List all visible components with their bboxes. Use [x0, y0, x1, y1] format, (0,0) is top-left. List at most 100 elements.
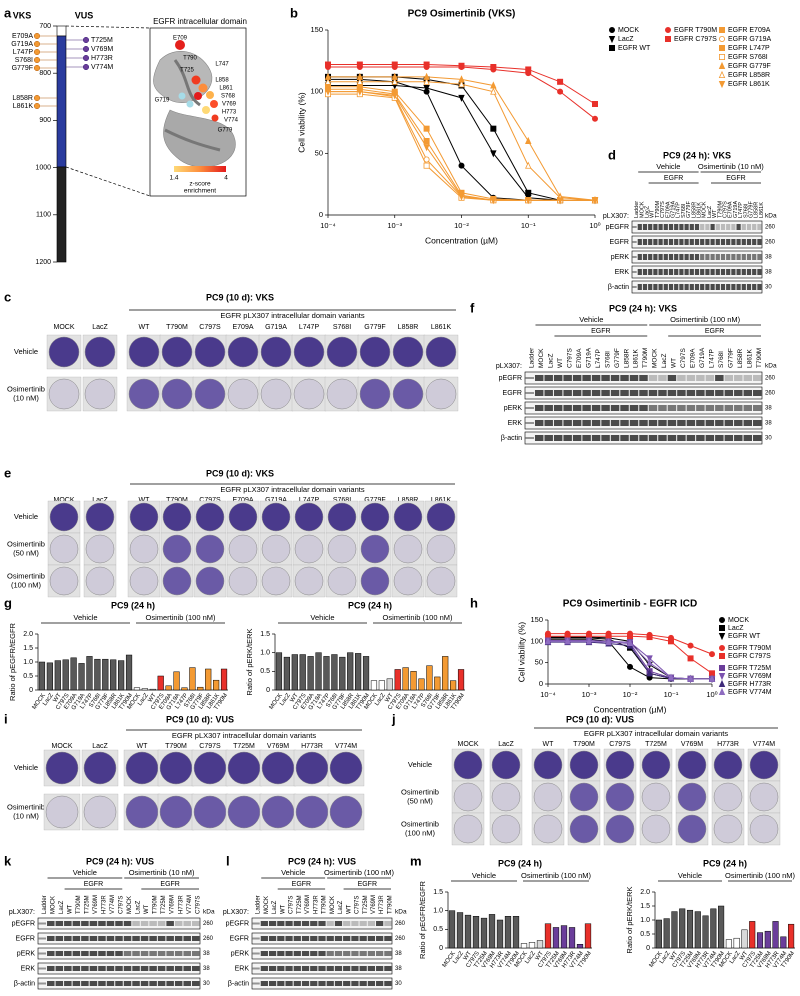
row-label: Vehicle: [14, 347, 38, 356]
y-tick-label: 0: [646, 945, 650, 952]
bar: [70, 657, 77, 691]
band: [741, 284, 746, 290]
band: [582, 435, 591, 441]
band: [734, 435, 743, 441]
band: [47, 966, 55, 971]
well: [569, 814, 599, 844]
band: [610, 390, 620, 396]
ladder-band: [632, 256, 637, 258]
band: [544, 435, 553, 441]
column-label: H773R: [301, 743, 323, 750]
x-tick-label: WT: [739, 950, 749, 961]
band: [310, 921, 318, 926]
lane-label: MOCK: [330, 896, 336, 914]
series-line: [328, 91, 595, 201]
ladder-band: [38, 922, 47, 925]
band: [741, 239, 746, 245]
band: [667, 405, 677, 411]
panel-label: f: [470, 300, 475, 315]
band: [140, 981, 149, 986]
bar: [220, 668, 228, 691]
well: [45, 751, 79, 785]
well: [329, 795, 363, 829]
x-tick-label: WT: [289, 692, 299, 703]
well: [159, 751, 193, 785]
size-label: 260: [203, 921, 214, 927]
well: [641, 814, 671, 844]
panel-label: e: [4, 465, 11, 480]
lane-label: Ladder: [634, 201, 640, 218]
band: [326, 921, 334, 926]
axis-tick-label: 800: [39, 70, 51, 77]
band: [736, 254, 741, 260]
band: [637, 239, 642, 245]
legend-label: EGFR T790M: [674, 27, 717, 34]
group-label: Vehicle: [310, 613, 334, 622]
lane-label: V774M: [110, 895, 116, 914]
variant-label: S768I: [15, 57, 33, 64]
residue-label: L858: [215, 78, 229, 84]
legend-marker: [719, 26, 726, 33]
well: [85, 502, 115, 532]
panel-title: PC9 (24 h): VKS: [609, 303, 677, 313]
bar: [780, 936, 787, 949]
well: [159, 795, 193, 829]
lane-label: L747P: [595, 349, 602, 368]
band: [106, 966, 115, 971]
band: [89, 966, 98, 971]
band: [620, 435, 629, 441]
band: [743, 375, 753, 381]
y-tick-label: 0.5: [640, 931, 650, 938]
band: [351, 966, 359, 971]
band: [89, 921, 98, 926]
bar: [394, 669, 401, 691]
chart-title: PC9 (24 h): [348, 600, 392, 610]
bar: [560, 925, 568, 949]
band: [384, 981, 392, 986]
ladder-band: [252, 952, 260, 955]
well: [84, 336, 116, 368]
lane-label: E709A: [728, 201, 734, 218]
size-label: 38: [203, 951, 210, 957]
point: [591, 197, 599, 205]
point: [646, 658, 653, 666]
well: [425, 378, 457, 410]
band: [183, 966, 191, 971]
ladder-band: [525, 377, 534, 379]
band: [81, 951, 89, 956]
lane-label: T790M: [717, 200, 723, 218]
legend-marker: [718, 70, 726, 78]
size-label: 30: [765, 285, 772, 291]
band: [720, 269, 726, 275]
band: [752, 269, 757, 275]
column-label: G719A: [265, 324, 287, 331]
column-label: V774M: [753, 741, 775, 748]
column-label: E709A: [232, 324, 253, 331]
band: [132, 936, 140, 941]
point: [708, 674, 716, 682]
y-axis-label: Ratio of pEGFR/tEGFR: [418, 880, 427, 959]
point: [605, 633, 612, 640]
well: [426, 502, 456, 532]
bar: [355, 653, 362, 691]
y-tick-label: 0: [439, 945, 443, 952]
y-tick-label: 1.5: [640, 903, 650, 910]
residue-label: H773: [222, 110, 237, 116]
band: [277, 966, 285, 971]
chart-title: PC9 Osimertinib - EGFR ICD: [563, 599, 697, 610]
band: [318, 981, 326, 986]
point: [423, 162, 430, 169]
band: [367, 951, 376, 956]
size-label: 260: [765, 240, 776, 246]
legend-marker: [718, 81, 726, 89]
legend-label: EGFR L861K: [728, 81, 770, 88]
band: [534, 390, 544, 396]
band: [696, 375, 705, 381]
band: [359, 936, 367, 941]
variant-marker: [33, 32, 41, 40]
column-label: T790M: [165, 743, 187, 750]
point: [458, 162, 465, 169]
point: [605, 638, 612, 646]
band: [376, 951, 384, 956]
bar: [78, 663, 85, 691]
